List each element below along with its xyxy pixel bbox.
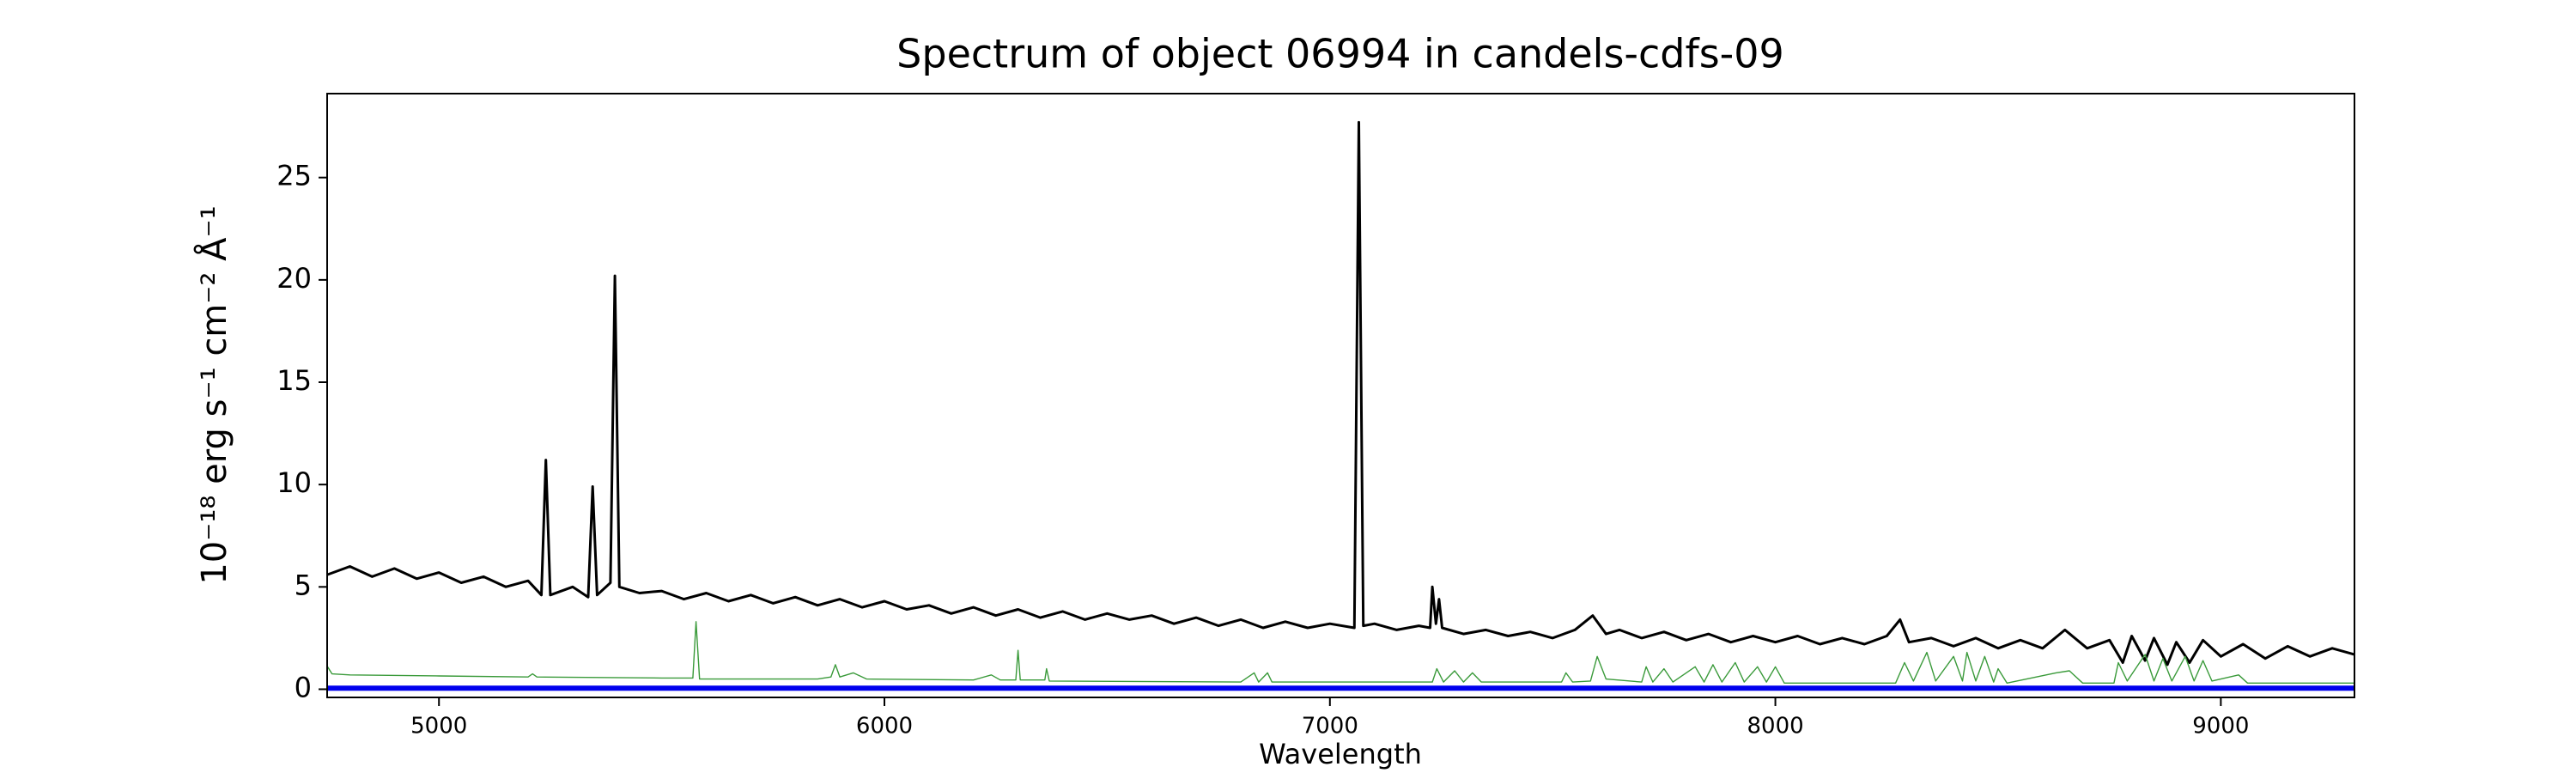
y-tick-label: 20 bbox=[276, 262, 312, 295]
x-tick-label: 9000 bbox=[2192, 714, 2249, 740]
y-axis-label: 10⁻¹⁸ erg s⁻¹ cm⁻² Å⁻¹ bbox=[193, 205, 234, 584]
plot-frame bbox=[326, 93, 2355, 698]
x-tick-label: 8000 bbox=[1747, 714, 1803, 740]
x-tick-label: 7000 bbox=[1302, 714, 1358, 740]
x-axis-label: Wavelength bbox=[1259, 738, 1422, 770]
spectrum-line bbox=[327, 120, 2354, 666]
y-tick-label: 0 bbox=[295, 671, 312, 703]
spectrum-line bbox=[327, 621, 2354, 684]
y-tick-label: 25 bbox=[276, 160, 312, 192]
y-tick-label: 5 bbox=[295, 569, 312, 601]
chart-title: Spectrum of object 06994 in candels-cdfs… bbox=[896, 31, 1784, 77]
y-tick-label: 15 bbox=[276, 364, 312, 397]
y-tick-label: 10 bbox=[276, 466, 312, 499]
x-tick-label: 5000 bbox=[410, 714, 467, 740]
x-tick-label: 6000 bbox=[856, 714, 913, 740]
